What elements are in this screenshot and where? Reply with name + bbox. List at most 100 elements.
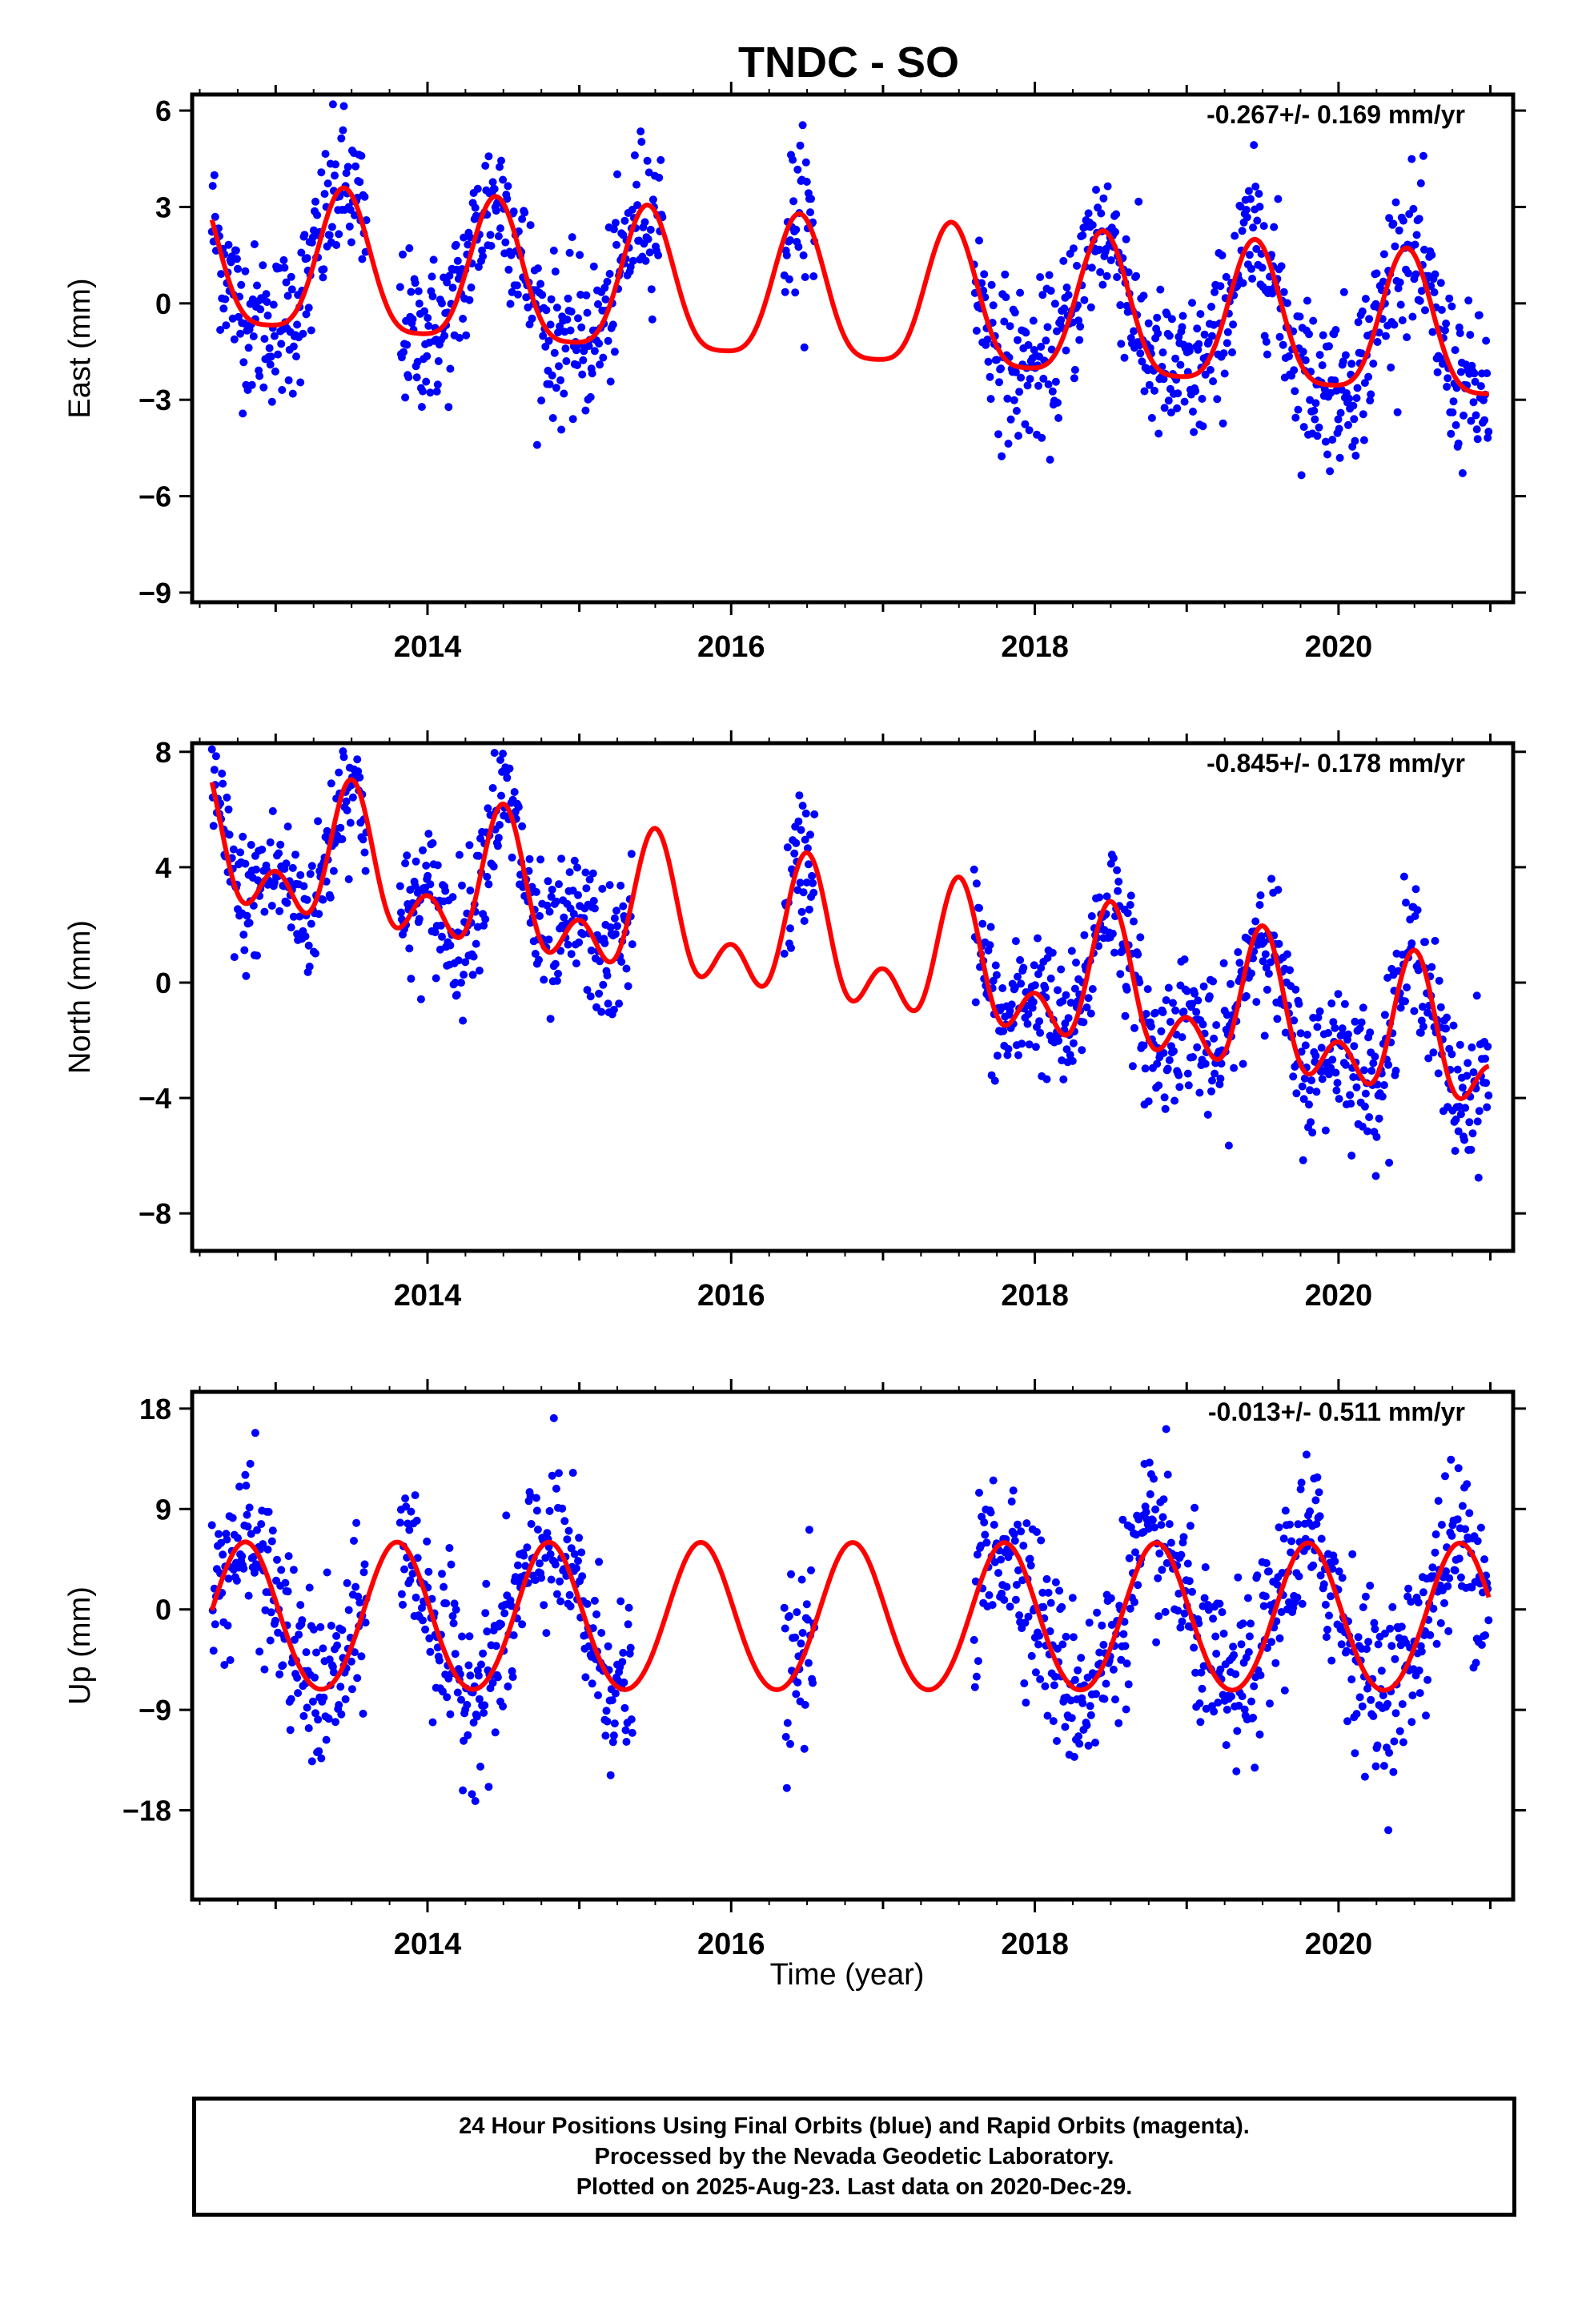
data-point: [238, 1552, 247, 1561]
data-point: [1134, 197, 1143, 206]
data-point: [1046, 456, 1054, 464]
data-point: [423, 1537, 432, 1546]
data-point: [1243, 1594, 1252, 1602]
data-point: [622, 1738, 631, 1746]
data-point: [396, 1518, 404, 1527]
data-point: [1469, 398, 1478, 407]
data-point: [239, 409, 247, 418]
data-point: [1154, 429, 1163, 438]
data-point: [253, 951, 261, 960]
data-point: [1359, 1003, 1367, 1012]
data-point: [345, 222, 354, 231]
data-point: [789, 197, 798, 206]
data-point: [283, 292, 292, 300]
data-point: [1379, 1081, 1388, 1089]
data-point: [217, 1538, 226, 1547]
data-point: [411, 882, 420, 891]
data-point: [1313, 432, 1322, 440]
data-point: [1399, 216, 1407, 225]
data-point: [1093, 1608, 1102, 1617]
data-point: [1054, 398, 1062, 407]
data-point: [490, 184, 499, 193]
data-point: [1296, 1485, 1305, 1494]
data-point: [1317, 1534, 1326, 1543]
data-point: [787, 943, 795, 952]
data-point: [548, 371, 556, 380]
data-point: [484, 804, 492, 813]
data-point: [412, 1593, 420, 1602]
data-point: [646, 225, 655, 234]
data-point: [1111, 227, 1119, 236]
data-point: [1122, 235, 1130, 243]
data-point: [279, 1661, 287, 1670]
data-point: [600, 939, 609, 947]
data-point: [1088, 985, 1097, 993]
data-point: [568, 1469, 577, 1478]
data-point: [555, 880, 563, 889]
data-point: [1179, 1007, 1188, 1016]
data-point: [1183, 1069, 1192, 1078]
data-point: [1092, 1690, 1100, 1699]
data-point: [490, 749, 499, 758]
data-point: [518, 215, 527, 223]
data-point: [1209, 377, 1218, 386]
data-point: [1180, 397, 1189, 406]
data-point: [572, 959, 580, 967]
x-tick-label: 2014: [394, 630, 462, 664]
data-point: [335, 768, 343, 777]
data-point: [1427, 251, 1436, 259]
data-point: [315, 1747, 323, 1755]
data-point: [997, 1555, 1006, 1564]
data-point: [314, 1715, 323, 1724]
data-point: [1164, 983, 1173, 992]
data-point: [601, 295, 610, 304]
data-point: [210, 766, 219, 774]
data-point: [236, 329, 245, 338]
data-point: [493, 842, 502, 850]
data-point: [228, 1514, 237, 1522]
data-point: [1383, 1699, 1392, 1708]
data-point: [1297, 1047, 1306, 1056]
data-point: [1227, 1692, 1235, 1701]
data-point: [1390, 320, 1399, 329]
data-point: [400, 1565, 408, 1574]
data-point: [1028, 1003, 1037, 1012]
data-point: [247, 1530, 255, 1538]
data-point: [1350, 415, 1359, 424]
data-point: [1395, 278, 1404, 287]
data-point: [611, 930, 620, 939]
data-point: [1418, 1003, 1427, 1011]
data-point: [605, 270, 614, 278]
data-point: [1114, 877, 1123, 886]
data-point: [1228, 348, 1236, 356]
data-point: [483, 872, 492, 881]
data-point: [1295, 1572, 1303, 1581]
data-point: [804, 860, 813, 869]
data-point: [1000, 317, 1009, 326]
up-velocity-annotation: -0.013+/- 0.511 mm/yr: [1208, 1397, 1465, 1426]
data-point: [488, 1679, 497, 1687]
data-point: [549, 246, 558, 255]
data-point: [508, 853, 516, 862]
data-point: [1078, 1699, 1087, 1707]
data-point: [1106, 256, 1115, 264]
data-point: [628, 940, 636, 949]
data-point: [253, 1526, 261, 1534]
data-point: [360, 848, 369, 857]
data-point: [1422, 1711, 1430, 1720]
data-point: [1034, 934, 1042, 943]
data-point: [1404, 269, 1413, 278]
data-point: [1136, 933, 1145, 942]
data-point: [783, 843, 792, 852]
data-point: [276, 840, 285, 849]
data-point: [1201, 370, 1210, 379]
data-point: [1264, 1567, 1273, 1576]
data-point: [1315, 1512, 1324, 1521]
data-point: [1234, 1573, 1243, 1582]
data-point: [1132, 271, 1141, 280]
data-point: [219, 779, 227, 788]
data-point: [311, 949, 319, 958]
data-point: [988, 1601, 997, 1610]
data-point: [1359, 1066, 1368, 1075]
data-point: [980, 1518, 989, 1526]
